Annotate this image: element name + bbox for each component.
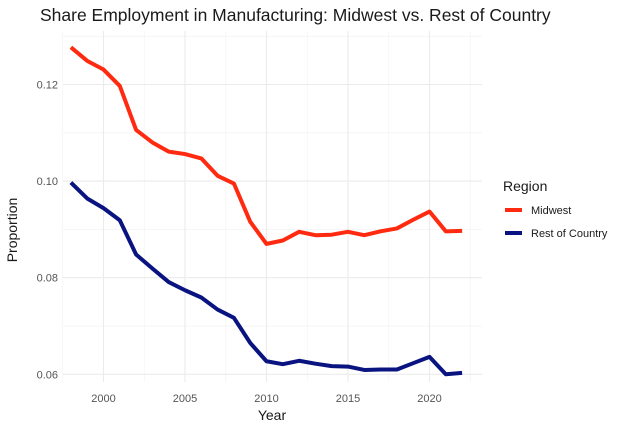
x-axis-title: Year	[258, 407, 287, 423]
y-tick-label: 0.10	[37, 176, 58, 188]
x-tick-label: 2005	[173, 393, 197, 405]
y-tick-label: 0.06	[37, 369, 58, 381]
legend-title: Region	[503, 178, 547, 194]
legend-label: Midwest	[531, 205, 571, 217]
x-axis-tick-labels: 2000 2005 2010 2015 2020	[91, 393, 441, 405]
legend: Region Midwest Rest of Country	[503, 178, 608, 240]
y-axis-title: Proportion	[4, 198, 20, 263]
chart-title: Share Employment in Manufacturing: Midwe…	[40, 5, 551, 25]
legend-item-rest-of-country: Rest of Country	[505, 228, 608, 240]
legend-item-midwest: Midwest	[505, 205, 571, 217]
x-tick-label: 2015	[336, 393, 360, 405]
y-tick-label: 0.08	[37, 273, 58, 285]
y-tick-label: 0.12	[37, 80, 58, 92]
series-line-rest-of-country	[69, 181, 463, 377]
x-tick-label: 2010	[254, 393, 278, 405]
x-tick-label: 2000	[91, 393, 115, 405]
y-axis-tick-labels: 0.06 0.08 0.10 0.12	[37, 80, 58, 382]
legend-label: Rest of Country	[531, 228, 608, 240]
series-line-midwest	[69, 45, 463, 246]
series-group	[69, 45, 463, 377]
x-tick-label: 2020	[417, 393, 441, 405]
grid	[62, 31, 482, 382]
